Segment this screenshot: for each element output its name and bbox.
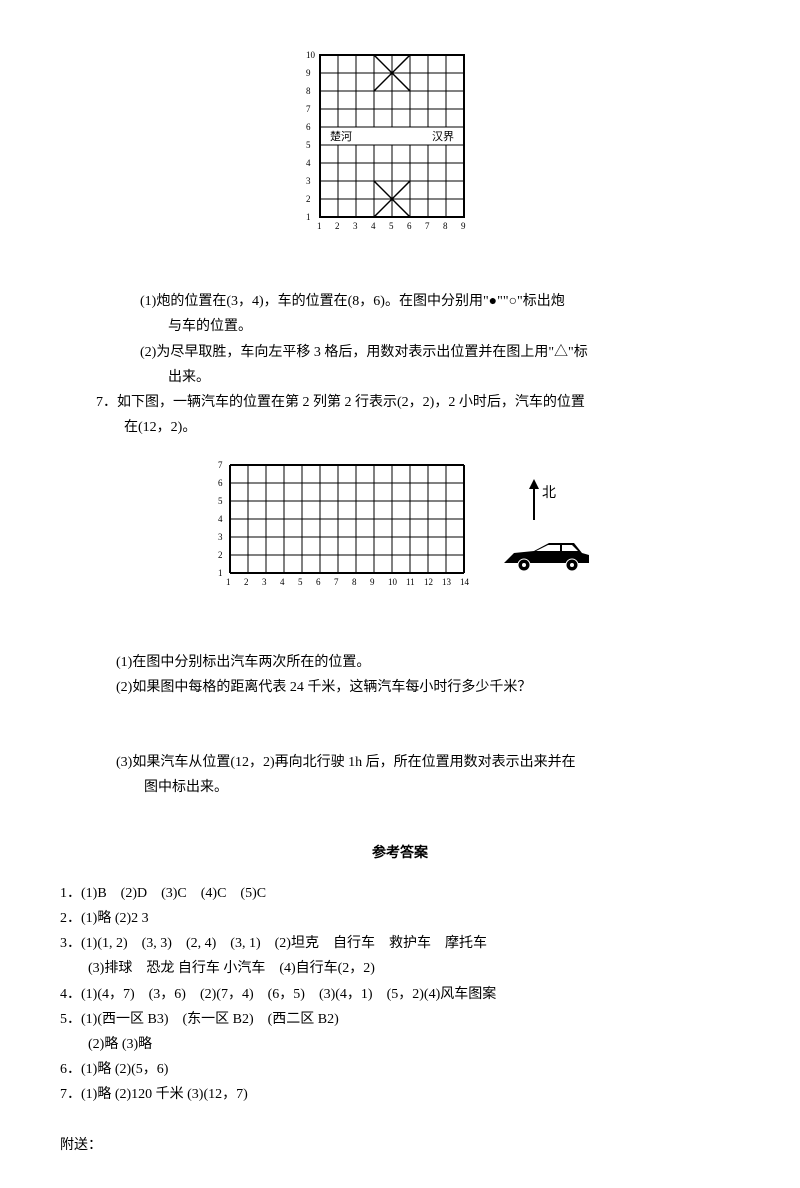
svg-text:6: 6	[407, 221, 412, 231]
q6-part2-line2: 出来。	[140, 365, 740, 390]
svg-text:11: 11	[406, 577, 415, 587]
svg-text:12: 12	[424, 577, 433, 587]
svg-text:7: 7	[334, 577, 339, 587]
svg-text:6: 6	[306, 122, 311, 132]
answer-4: 4．(1)(4，7) (3，6) (2)(7，4) (6，5) (3)(4，1)…	[60, 982, 740, 1007]
svg-text:4: 4	[371, 221, 376, 231]
answer-3a: 3．(1)(1, 2) (3, 3) (2, 4) (3, 1) (2)坦克 自…	[60, 931, 740, 956]
q7-part2: (2)如果图中每格的距离代表 24 千米，这辆汽车每小时行多少千米？	[116, 675, 740, 700]
svg-text:3: 3	[353, 221, 358, 231]
answer-2: 2．(1)略 (2)2 3	[60, 906, 740, 931]
svg-text:1: 1	[306, 212, 311, 222]
answer-1: 1．(1)B (2)D (3)C (4)C (5)C	[60, 881, 740, 906]
svg-text:7: 7	[425, 221, 430, 231]
svg-text:6: 6	[218, 478, 223, 488]
answer-6: 6．(1)略 (2)(5，6)	[60, 1057, 740, 1082]
svg-text:3: 3	[218, 532, 223, 542]
svg-text:5: 5	[389, 221, 394, 231]
svg-text:10: 10	[388, 577, 398, 587]
q7-intro-line1: 7．如下图，一辆汽车的位置在第 2 列第 2 行表示(2，2)，2 小时后，汽车…	[96, 390, 740, 415]
q7-part3-line2: 图中标出来。	[144, 775, 740, 800]
svg-text:5: 5	[306, 140, 311, 150]
svg-text:4: 4	[218, 514, 223, 524]
svg-text:2: 2	[306, 194, 311, 204]
car-grid-chart: 12345678910111213141234567北	[100, 450, 740, 639]
svg-text:5: 5	[218, 496, 223, 506]
answer-5b: (2)略 (3)略	[88, 1032, 740, 1057]
answer-3b: (3)排球 恐龙 自行车 小汽车 (4)自行车(2，2)	[88, 956, 740, 981]
q6-part1-line2: 与车的位置。	[140, 314, 740, 339]
q6-part1-line1: (1)炮的位置在(3，4)，车的位置在(8，6)。在图中分别用"●""○"标出炮	[140, 289, 740, 314]
svg-text:8: 8	[306, 86, 311, 96]
svg-text:8: 8	[352, 577, 357, 587]
svg-text:2: 2	[244, 577, 249, 587]
svg-text:8: 8	[443, 221, 448, 231]
svg-text:9: 9	[370, 577, 375, 587]
svg-text:汉界: 汉界	[432, 130, 454, 143]
svg-text:楚河: 楚河	[330, 129, 352, 143]
svg-text:4: 4	[306, 158, 311, 168]
answer-title: 参考答案	[60, 841, 740, 866]
svg-text:2: 2	[218, 550, 223, 560]
svg-text:1: 1	[226, 577, 231, 587]
svg-text:5: 5	[298, 577, 303, 587]
q7-part1: (1)在图中分别标出汽车两次所在的位置。	[116, 650, 740, 675]
svg-text:9: 9	[461, 221, 466, 231]
svg-text:3: 3	[306, 176, 311, 186]
answer-5a: 5．(1)(西一区 B3) (东一区 B2) (西二区 B2)	[60, 1007, 740, 1032]
svg-text:10: 10	[306, 50, 316, 60]
svg-text:2: 2	[335, 221, 340, 231]
q7-intro-line2: 在(12，2)。	[124, 415, 740, 440]
svg-text:9: 9	[306, 68, 311, 78]
svg-text:7: 7	[306, 104, 311, 114]
svg-text:1: 1	[317, 221, 322, 231]
svg-text:4: 4	[280, 577, 285, 587]
svg-text:北: 北	[542, 485, 556, 501]
svg-text:14: 14	[460, 577, 470, 587]
svg-text:13: 13	[442, 577, 452, 587]
appendix: 附送：	[60, 1133, 740, 1158]
svg-text:3: 3	[262, 577, 267, 587]
svg-text:6: 6	[316, 577, 321, 587]
chess-grid-chart: 楚河 汉界 1 2 3 4 5 6 7 8 9 1 2 3 4 5 6 7 8 9 10	[60, 40, 740, 279]
svg-text:1: 1	[218, 568, 223, 578]
svg-text:7: 7	[218, 460, 223, 470]
q7-part3-line1: (3)如果汽车从位置(12，2)再向北行驶 1h 后，所在位置用数对表示出来并在	[116, 750, 740, 775]
answer-7: 7．(1)略 (2)120 千米 (3)(12，7)	[60, 1082, 740, 1107]
q6-part2-line1: (2)为尽早取胜，车向左平移 3 格后，用数对表示出位置并在图上用"△"标	[140, 340, 740, 365]
